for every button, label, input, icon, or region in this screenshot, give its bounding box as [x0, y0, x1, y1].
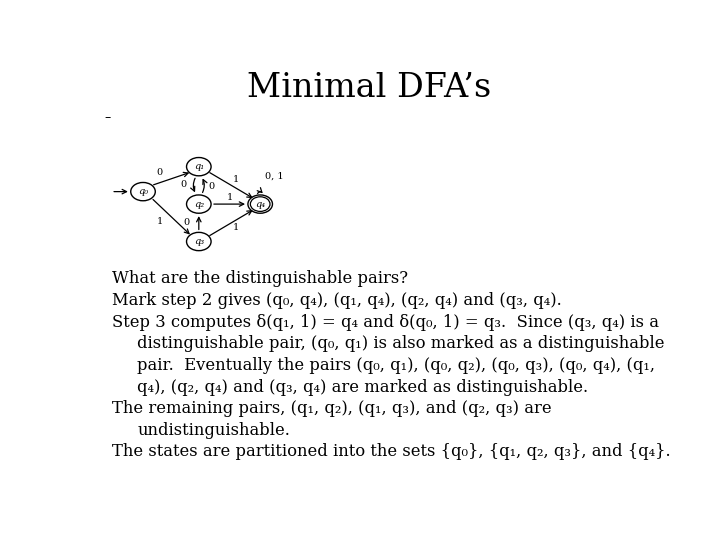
Text: 1: 1: [233, 174, 239, 184]
Text: q₃: q₃: [194, 237, 204, 246]
Text: distinguishable pair, (q₀, q₁) is also marked as a distinguishable: distinguishable pair, (q₀, q₁) is also m…: [138, 335, 665, 352]
Text: The remaining pairs, (q₁, q₂), (q₁, q₃), and (q₂, q₃) are: The remaining pairs, (q₁, q₂), (q₁, q₃),…: [112, 400, 552, 417]
Text: pair.  Eventually the pairs (q₀, q₁), (q₀, q₂), (q₀, q₃), (q₀, q₄), (q₁,: pair. Eventually the pairs (q₀, q₁), (q₀…: [138, 357, 655, 374]
Text: 1: 1: [157, 217, 163, 226]
Text: 0, 1: 0, 1: [266, 171, 284, 180]
Text: 0: 0: [184, 218, 189, 227]
Text: q₁: q₁: [194, 162, 204, 171]
Text: 0: 0: [157, 168, 163, 178]
Text: 0: 0: [180, 180, 186, 189]
Text: 1: 1: [233, 224, 239, 232]
Text: 1: 1: [226, 193, 233, 202]
Text: undistinguishable.: undistinguishable.: [138, 422, 290, 439]
Text: Minimal DFA’s: Minimal DFA’s: [247, 72, 491, 104]
Text: q₄: q₄: [255, 200, 265, 208]
Text: What are the distinguishable pairs?: What are the distinguishable pairs?: [112, 271, 408, 287]
Text: q₄), (q₂, q₄) and (q₃, q₄) are marked as distinguishable.: q₄), (q₂, q₄) and (q₃, q₄) are marked as…: [138, 379, 588, 395]
Text: q₀: q₀: [138, 187, 148, 196]
Text: Step 3 computes δ(q₁, 1) = q₄ and δ(q₀, 1) = q₃.  Since (q₃, q₄) is a: Step 3 computes δ(q₁, 1) = q₄ and δ(q₀, …: [112, 314, 660, 330]
Text: Mark step 2 gives (q₀, q₄), (q₁, q₄), (q₂, q₄) and (q₃, q₄).: Mark step 2 gives (q₀, q₄), (q₁, q₄), (q…: [112, 292, 562, 309]
Text: 0: 0: [208, 182, 214, 191]
Text: –: –: [104, 111, 111, 124]
Text: The states are partitioned into the sets {q₀}, {q₁, q₂, q₃}, and {q₄}.: The states are partitioned into the sets…: [112, 443, 671, 461]
Text: q₂: q₂: [194, 200, 204, 208]
